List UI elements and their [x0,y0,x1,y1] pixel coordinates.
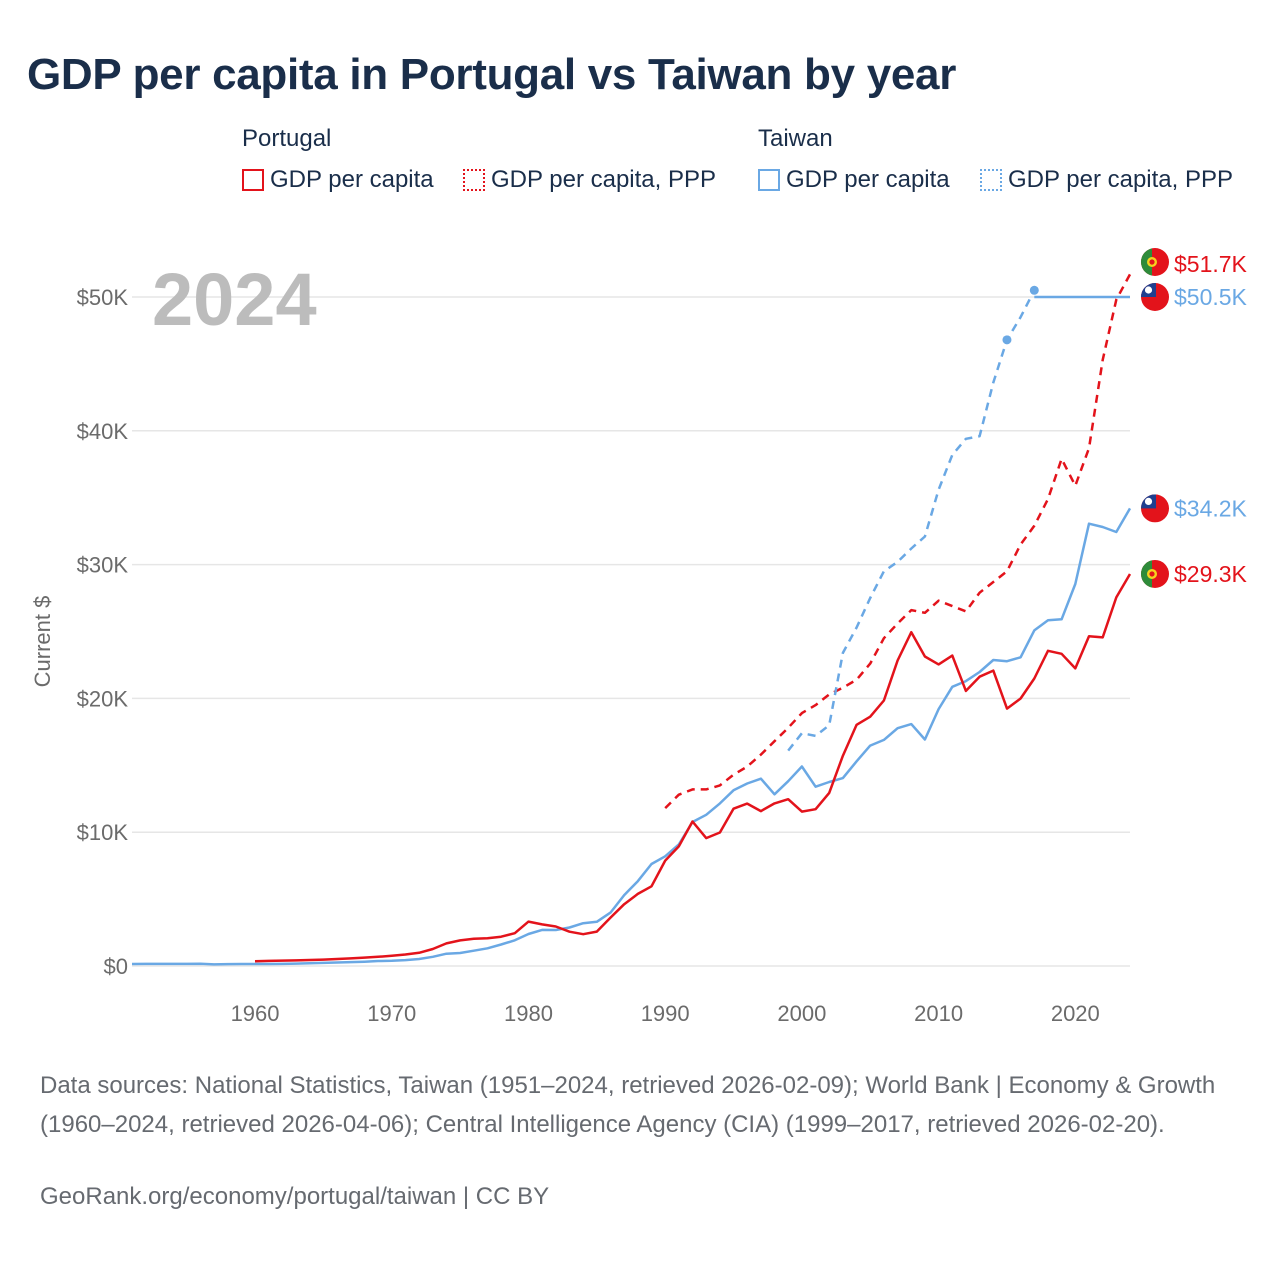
x-tick-label: 1970 [367,1001,416,1026]
y-tick-label: $30K [77,553,129,578]
legend-taiwan-ppp-label: GDP per capita, PPP [1008,166,1233,193]
series [131,273,1132,966]
legend-portugal-gdp-label: GDP per capita [270,166,434,193]
axes: $0 $10K $20K $30K $40K $50K 1960 1970 1980 1990 20… [30,285,1100,1026]
y-tick-label: $10K [77,820,129,845]
legend-portugal-title: Portugal [242,125,332,152]
legend-swatch-solid-red [242,169,264,191]
x-tick-label: 1990 [641,1001,690,1026]
series-line[interactable] [664,273,1132,809]
data-point-marker [1029,285,1039,295]
data-point-marker [1002,335,1012,345]
legend-taiwan-gdp-label: GDP per capita [786,166,950,193]
taiwan-flag-icon [1141,283,1169,311]
legend-swatch-dotted-blue [980,169,1002,191]
y-axis-title: Current $ [30,596,55,688]
legend-portugal-gdp[interactable]: GDP per capita [242,166,434,194]
legend-taiwan-title: Taiwan [758,125,833,152]
x-tick-label: 2020 [1051,1001,1100,1026]
legend-swatch-solid-blue [758,169,780,191]
chart-title: GDP per capita in Portugal vs Taiwan by … [27,50,957,99]
credit-link[interactable]: GeoRank.org/economy/portugal/taiwan | CC… [40,1183,550,1210]
legend-swatch-dotted-red [463,169,485,191]
series-line[interactable] [254,573,1132,963]
portugal-flag-icon [1141,248,1169,276]
legend-portugal-ppp[interactable]: GDP per capita, PPP [463,166,716,194]
x-tick-label: 2010 [914,1001,963,1026]
x-tick-label: 1980 [504,1001,553,1026]
grid-lines [132,296,1130,967]
y-tick-label: $40K [77,419,129,444]
portugal-flag-icon [1141,559,1169,588]
end-value-label: $50.5K [1174,284,1248,310]
data-sources: Data sources: National Statistics, Taiwa… [40,1072,1216,1138]
end-value-label: $34.2K [1174,495,1248,521]
taiwan-flag-icon [1141,494,1169,523]
legend-taiwan-ppp[interactable]: GDP per capita, PPP [980,166,1233,194]
y-tick-label: $50K [77,285,129,310]
x-tick-label: 1960 [231,1001,280,1026]
end-value-label: $51.7K [1174,251,1248,277]
y-tick-label: $0 [104,954,128,979]
end-value-label: $29.3K [1174,561,1248,587]
x-tick-label: 2000 [777,1001,826,1026]
end-labels: $51.7K $50.5K $34.2K $29.3K [1141,248,1248,588]
line-chart: 2024 $0 $10K $20K $30K $40K $50K 1960 1970 1980 1… [30,248,1248,1026]
series-line[interactable] [787,289,1036,752]
year-watermark: 2024 [152,258,317,341]
legend-taiwan-gdp[interactable]: GDP per capita [758,166,950,194]
series-line[interactable] [131,507,1132,966]
legend-portugal-ppp-label: GDP per capita, PPP [491,166,716,193]
y-tick-label: $20K [77,686,129,711]
